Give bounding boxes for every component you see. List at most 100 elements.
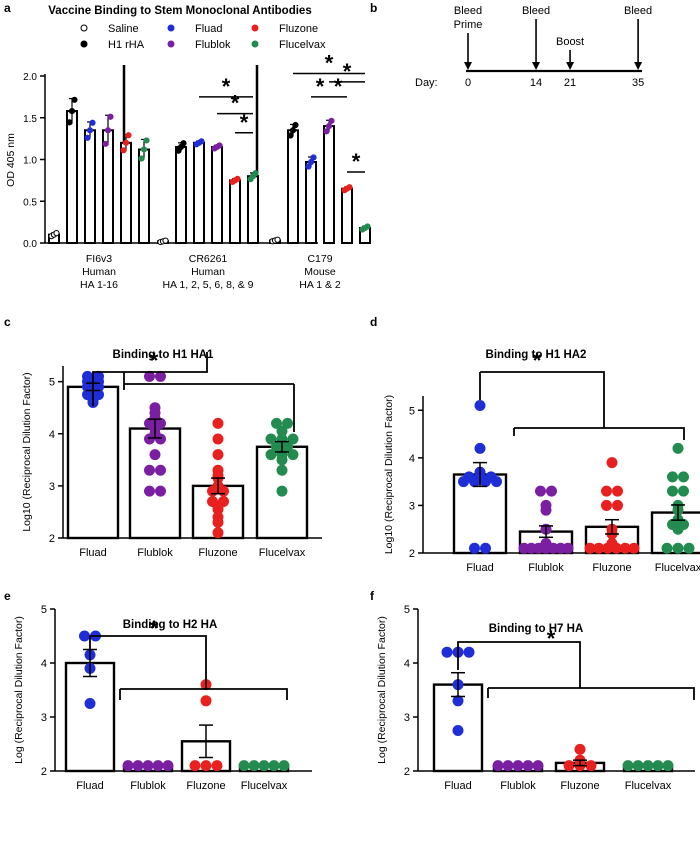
point-a-saline — [274, 236, 281, 243]
legend-marker-saline — [80, 24, 88, 32]
point-e-fluzone — [189, 760, 201, 772]
sig-bracket-d — [479, 371, 685, 440]
chart-c-x-tick-label: Fluzone — [198, 547, 237, 559]
chart-a-title: Vaccine Binding to Stem Monoclonal Antib… — [48, 5, 311, 17]
point-c-flucelvax — [282, 417, 293, 429]
point-d-flublok — [540, 504, 552, 516]
chart-d-x-tick-label: Fluzone — [592, 562, 631, 574]
point-d-flucelvax — [672, 442, 684, 454]
point-a-flublok — [216, 142, 223, 149]
point-d-flublok — [562, 542, 574, 554]
timeline-arrow-head — [532, 62, 541, 70]
bar-e-fluad — [64, 661, 116, 773]
bar-a-1-flublok — [211, 145, 223, 245]
point-d-fluad — [474, 400, 486, 412]
panel-label-e: e — [4, 589, 11, 603]
chart-e-y-tick-label: 5 — [41, 604, 47, 616]
timeline-arrow-head — [566, 62, 575, 70]
timeline-tick-label: 21 — [564, 77, 576, 89]
chart-e-y-label: Log (Reciprocal Dilution Factor) — [13, 616, 25, 764]
chart-c-y-tick-label: 5 — [49, 377, 55, 389]
sig-star-a: * — [325, 50, 334, 75]
point-a-fluzone — [120, 147, 127, 154]
chart-e-x-tick-label: Flucelvax — [241, 780, 288, 792]
point-f-flucelvax — [662, 760, 674, 772]
chart-f-x-tick-label: Fluzone — [560, 780, 599, 792]
sig-star-d: * — [533, 348, 542, 373]
point-a-flublok — [325, 123, 333, 130]
point-a-h1-rha — [292, 121, 299, 129]
bar-a-2-fluzone — [341, 187, 353, 245]
chart-d-y-label: Log10 (Reciprocal Dilution Factor) — [383, 395, 395, 554]
chart-d-y-tick-label: 4 — [409, 453, 415, 465]
point-f-flublok — [492, 760, 504, 772]
panel-label-d: d — [370, 315, 377, 329]
point-d-flucelvax — [667, 485, 678, 497]
point-a-h1-rha — [287, 132, 294, 139]
point-c-flucelvax — [276, 454, 288, 466]
point-a-flublok — [102, 140, 109, 147]
point-c-flublok — [144, 433, 155, 445]
point-d-flucelvax — [683, 542, 695, 554]
point-d-flublok — [546, 485, 557, 497]
point-c-flublok — [149, 449, 161, 461]
timeline-tick-label: 35 — [632, 77, 644, 89]
point-c-flublok — [155, 485, 166, 497]
point-a-flucelvax — [252, 170, 259, 177]
point-a-flucelvax — [364, 223, 371, 230]
point-c-flublok — [144, 485, 155, 497]
chart-d-y-tick-label: 3 — [409, 500, 415, 512]
point-c-flucelvax — [287, 433, 299, 445]
point-f-fluad — [452, 695, 464, 707]
bar-a-0-fluzone — [120, 141, 132, 244]
point-f-fluad — [452, 725, 464, 736]
point-d-flucelvax — [678, 471, 689, 483]
point-c-fluad — [82, 370, 93, 382]
point-a-fluad — [198, 138, 205, 145]
point-a-flublok — [104, 127, 112, 134]
timeline-day-label: Day: — [415, 77, 438, 89]
point-a-fluzone — [346, 184, 353, 191]
sig-star-f: * — [547, 626, 556, 651]
point-a-fluad — [86, 127, 94, 134]
timeline-event-prime: Prime — [454, 19, 483, 31]
chart-d-x-tick-label: Flublok — [528, 562, 564, 574]
point-d-fluad — [458, 476, 469, 488]
chart-d-x-tick-label: Flucelvax — [655, 562, 700, 574]
legend-label-flucelvax: Flucelvax — [279, 39, 326, 51]
sig-bracket-f — [457, 641, 695, 700]
point-d-fluad — [480, 542, 491, 554]
point-f-fluad — [463, 646, 475, 658]
timeline-event-bleed: Bleed — [454, 5, 482, 17]
point-a-flucelvax — [143, 137, 150, 144]
legend-marker-fluzone — [251, 24, 259, 32]
legend-label-fluad: Fluad — [195, 23, 223, 35]
point-a-h1-rha — [71, 96, 78, 103]
point-d-fluad — [474, 442, 486, 454]
point-d-flucelvax — [672, 523, 684, 535]
chart-d-title: Binding to H1 HA2 — [486, 349, 587, 361]
point-f-flublok — [522, 760, 534, 772]
point-d-flucelvax — [672, 542, 684, 554]
point-f-flublok — [502, 760, 514, 772]
point-d-fluzone — [612, 499, 623, 511]
chart-a-group-label-2: Mouse — [304, 266, 336, 278]
point-c-flucelvax — [287, 449, 299, 461]
point-d-flucelvax — [661, 542, 673, 554]
legend-marker-flublok — [167, 40, 175, 48]
sig-star-a: * — [343, 59, 352, 84]
point-c-fluzone — [212, 516, 224, 528]
point-f-fluad — [441, 646, 453, 658]
chart-c-x-tick-label: Fluad — [79, 547, 107, 559]
point-d-fluzone — [601, 485, 612, 497]
sig-bracket-e — [89, 635, 288, 700]
point-d-fluad — [491, 476, 502, 488]
point-e-flublok — [142, 760, 154, 772]
point-a-flublok — [107, 113, 114, 120]
chart-a-group-label-1: CR6261 — [189, 253, 228, 265]
chart-f-y-label: Log (Reciprocal Dilution Factor) — [376, 616, 388, 764]
point-e-flublok — [122, 760, 134, 772]
bar-a-0-h1-rha — [66, 110, 78, 244]
legend-label-saline: Saline — [108, 23, 139, 35]
